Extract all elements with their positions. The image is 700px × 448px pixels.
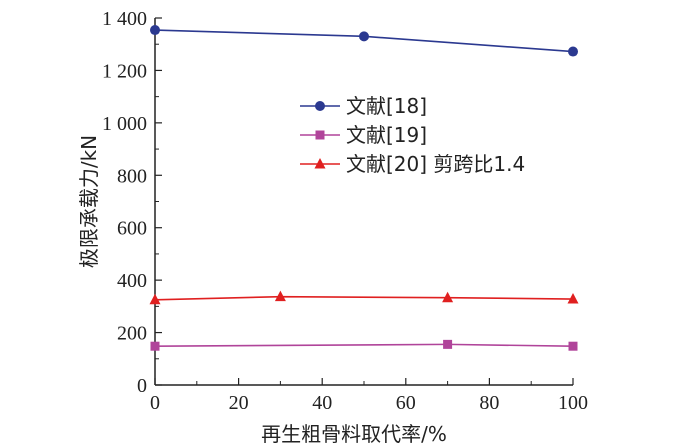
y-axis-title: 极限承载力/kN [77, 135, 101, 268]
y-tick-label: 600 [117, 218, 147, 240]
x-axis-title: 再生粗骨料取代率/% [261, 422, 447, 446]
x-tick-label: 80 [479, 392, 499, 414]
data-point [568, 46, 578, 57]
series-line [154, 295, 574, 301]
series-group [150, 25, 578, 57]
data-point [442, 291, 454, 303]
data-point [443, 339, 453, 349]
series-group [149, 290, 579, 305]
y-tick-label: 0 [137, 375, 147, 397]
series-group [150, 339, 578, 351]
legend-label: 文献[20] 剪跨比1.4 [346, 152, 525, 176]
data-point [315, 101, 325, 111]
x-tick-label: 20 [229, 392, 249, 414]
legend: 文献[18] 文献[19] 文献[20] 剪跨比1.4 [300, 94, 525, 176]
y-tick-label: 1 400 [102, 8, 147, 30]
series-line [154, 343, 574, 348]
y-tick-label: 400 [117, 270, 147, 292]
legend-label: 文献[18] [346, 94, 427, 118]
data-point [149, 293, 161, 305]
y-tick-label: 1 200 [102, 60, 147, 82]
data-point [274, 290, 286, 302]
data-point [314, 158, 326, 169]
legend-label: 文献[19] [346, 123, 427, 147]
data-point [567, 293, 579, 304]
x-tick-label: 40 [312, 392, 332, 414]
data-point [315, 130, 325, 140]
series-layer [149, 25, 579, 351]
data-point [359, 31, 369, 42]
x-tick-label: 0 [150, 392, 160, 414]
x-tick-label: 100 [558, 392, 588, 414]
axes: 0 200 400 600 800 1 000 1 200 1 400 0 20 40 60 80 100… [77, 8, 588, 446]
y-tick-label: 800 [117, 165, 147, 187]
y-tick-label: 1 000 [102, 113, 147, 135]
x-tick-label: 60 [396, 392, 416, 414]
data-point [150, 341, 160, 351]
data-point [150, 25, 160, 36]
data-point [568, 341, 578, 351]
y-tick-label: 200 [117, 323, 147, 345]
